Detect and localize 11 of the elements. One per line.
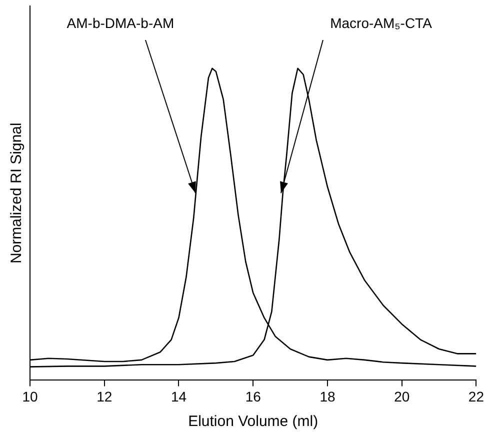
x-tick-label: 18: [320, 388, 336, 404]
x-tick-label: 22: [468, 388, 484, 404]
annotation: Macro-AM₅-CTA: [330, 15, 433, 31]
x-tick-label: 10: [22, 388, 38, 404]
x-axis-title: Elution Volume (ml): [188, 413, 318, 430]
y-axis-title: Normalized RI Signal: [8, 122, 26, 264]
annotation: AM-b-DMA-b-AM: [66, 15, 174, 31]
x-tick-label: 16: [245, 388, 262, 404]
x-tick-label: 12: [96, 388, 112, 404]
x-tick-label: 20: [394, 388, 410, 404]
x-tick-label: 14: [170, 388, 187, 404]
